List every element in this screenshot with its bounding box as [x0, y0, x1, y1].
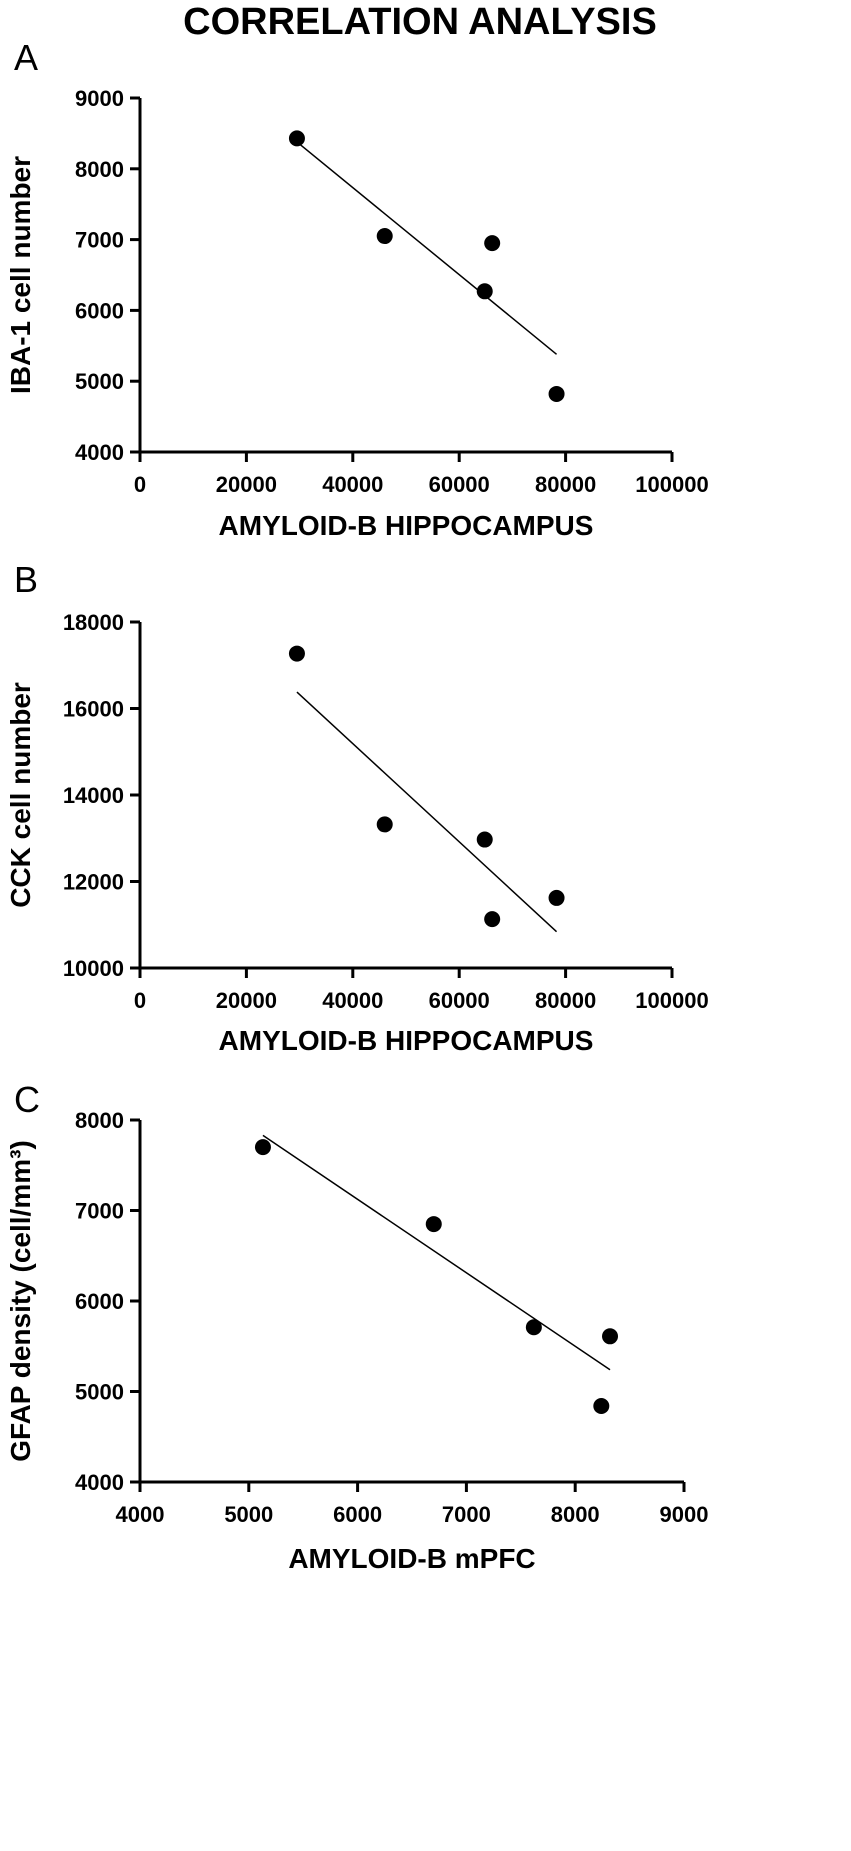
panel-a-y-tick-label-1: 5000: [75, 369, 124, 394]
panel-a-y-tick-label-3: 7000: [75, 228, 124, 253]
panel-c-point-4: [602, 1328, 619, 1345]
panel-b-x-tick-label-3: 60000: [429, 988, 490, 1013]
panel-a-x-tick-label-1: 20000: [216, 472, 277, 497]
panel-c-point-3: [593, 1397, 610, 1414]
panel-a-y-tick-label-0: 4000: [75, 440, 124, 465]
panel-a-fit-line: [296, 141, 558, 355]
panel-b-point-3: [484, 911, 501, 928]
panel-c-y-tick-label-4: 8000: [75, 1108, 124, 1133]
panel-b-y-tick-label-2: 14000: [63, 783, 124, 808]
panel-c-x-tick-label-1: 5000: [224, 1502, 273, 1527]
panel-c-x-tick-label-3: 7000: [442, 1502, 491, 1527]
panel-b-point-1: [376, 816, 393, 833]
panel-c-x-tick-label-0: 4000: [116, 1502, 165, 1527]
panel-b-point-4: [548, 889, 565, 906]
panel-c-letter: C: [14, 1079, 40, 1120]
panel-a-x-tick-label-4: 80000: [535, 472, 596, 497]
panel-a-y-tick-label-4: 8000: [75, 157, 124, 182]
panel-b-x-tick-label-5: 100000: [635, 988, 708, 1013]
panel-a-point-1: [376, 228, 393, 245]
panel-b-fit-line: [296, 691, 558, 933]
panel-c-y-axis-title: GFAP density (cell/mm³): [5, 1140, 36, 1462]
panel-a-x-tick-label-0: 0: [134, 472, 146, 497]
figure-title: CORRELATION ANALYSIS: [183, 1, 657, 43]
panel-b-point-2: [476, 831, 493, 848]
panel-c-y-tick-label-3: 7000: [75, 1199, 124, 1224]
panel-b-y-tick-label-1: 12000: [63, 870, 124, 895]
panel-b-y-tick-label-4: 18000: [63, 610, 124, 635]
panel-a-x-tick-label-5: 100000: [635, 472, 708, 497]
panel-a-y-tick-label-2: 6000: [75, 298, 124, 323]
panel-c-x-tick-label-2: 6000: [333, 1502, 382, 1527]
panel-b-x-tick-label-1: 20000: [216, 988, 277, 1013]
panel-a-y-tick-label-5: 9000: [75, 86, 124, 111]
panel-c-y-tick-label-0: 4000: [75, 1470, 124, 1495]
panel-c-point-1: [425, 1216, 442, 1233]
panel-b-point-0: [288, 645, 305, 662]
panel-c-fit-line: [262, 1134, 611, 1371]
panel-b-y-tick-label-3: 16000: [63, 697, 124, 722]
panel-c-x-tick-label-4: 8000: [551, 1502, 600, 1527]
panel-a-x-tick-label-2: 40000: [322, 472, 383, 497]
panel-c-y-tick-label-2: 6000: [75, 1289, 124, 1314]
panel-a-letter: A: [14, 37, 38, 78]
panel-c-point-0: [254, 1139, 271, 1156]
panel-b-letter: B: [14, 559, 38, 600]
panel-a-point-3: [484, 235, 501, 252]
panel-a-point-4: [548, 385, 565, 402]
panel-a-y-axis-title: IBA-1 cell number: [5, 156, 36, 394]
panel-a-point-0: [288, 130, 305, 147]
panel-c-x-tick-label-5: 9000: [660, 1502, 709, 1527]
panel-a-x-tick-label-3: 60000: [429, 472, 490, 497]
panel-c-x-axis-title: AMYLOID-B mPFC: [288, 1543, 535, 1574]
panel-b-y-axis-title: CCK cell number: [5, 682, 36, 908]
panel-b-x-tick-label-0: 0: [134, 988, 146, 1013]
panel-b-x-axis-title: AMYLOID-B HIPPOCAMPUS: [219, 1025, 594, 1056]
panel-c-point-2: [525, 1319, 542, 1336]
panel-b-y-tick-label-0: 10000: [63, 956, 124, 981]
panel-a-point-2: [476, 283, 493, 300]
panel-c-y-tick-label-1: 5000: [75, 1380, 124, 1405]
panel-b-x-tick-label-2: 40000: [322, 988, 383, 1013]
panel-b-x-tick-label-4: 80000: [535, 988, 596, 1013]
panel-a-x-axis-title: AMYLOID-B HIPPOCAMPUS: [219, 510, 594, 541]
